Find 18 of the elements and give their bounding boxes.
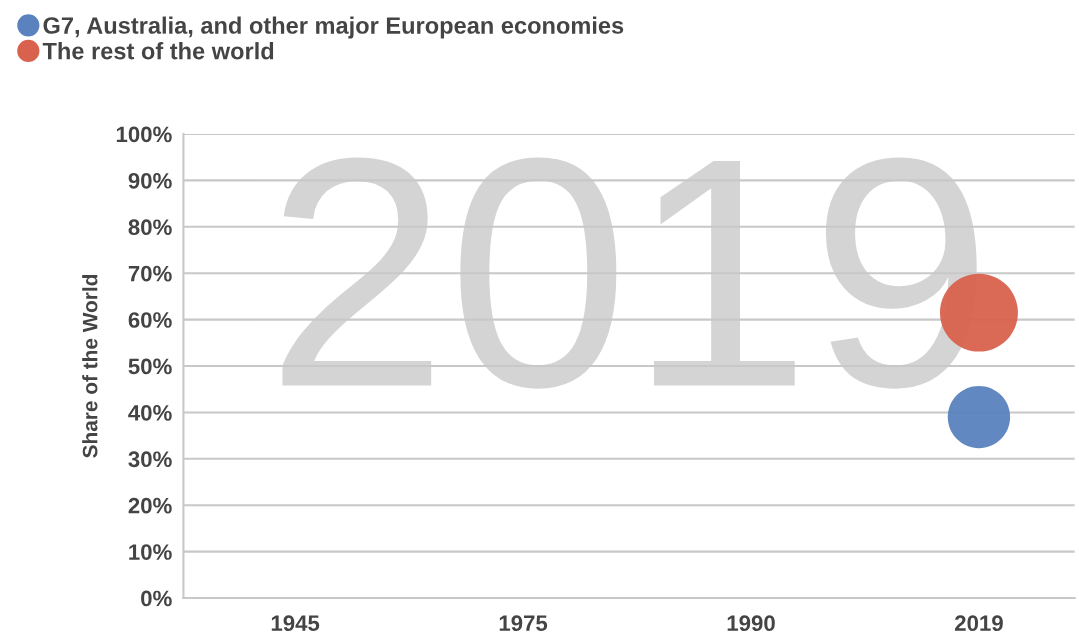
y-tick-label: 10% bbox=[129, 544, 172, 560]
x-tick-label: 1945 bbox=[271, 615, 320, 632]
y-tick-label: 30% bbox=[128, 451, 172, 468]
y-tick-label: 50% bbox=[128, 358, 172, 375]
x-tick-label: 2019 bbox=[955, 615, 1003, 632]
y-tick-label: 80% bbox=[128, 219, 172, 236]
x-tick-label: 1990 bbox=[727, 615, 775, 632]
x-tick-label: 1975 bbox=[499, 615, 548, 632]
legend-label: G7, Australia, and other major European economies bbox=[43, 16, 624, 39]
y-tick-label: 70% bbox=[128, 265, 172, 282]
y-tick-label: 60% bbox=[128, 312, 172, 328]
y-tick-label: 0% bbox=[141, 590, 172, 607]
legend-label: The rest of the world bbox=[42, 42, 274, 60]
y-tick-label: 20% bbox=[128, 497, 172, 514]
y-axis-title: Share of the World bbox=[82, 274, 98, 458]
y-tick-label: 40% bbox=[128, 404, 172, 421]
y-tick-label: 100% bbox=[116, 126, 172, 143]
y-tick-label: 90% bbox=[128, 172, 172, 189]
